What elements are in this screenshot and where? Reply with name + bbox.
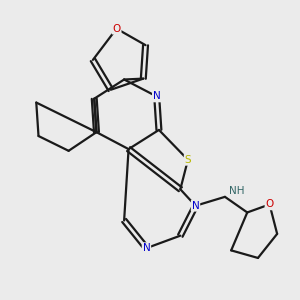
- Text: NH: NH: [229, 187, 244, 196]
- Text: O: O: [266, 200, 274, 209]
- Text: N: N: [153, 92, 160, 101]
- Text: N: N: [192, 201, 200, 211]
- Text: S: S: [184, 155, 191, 165]
- Text: O: O: [112, 24, 121, 34]
- Text: N: N: [142, 243, 150, 253]
